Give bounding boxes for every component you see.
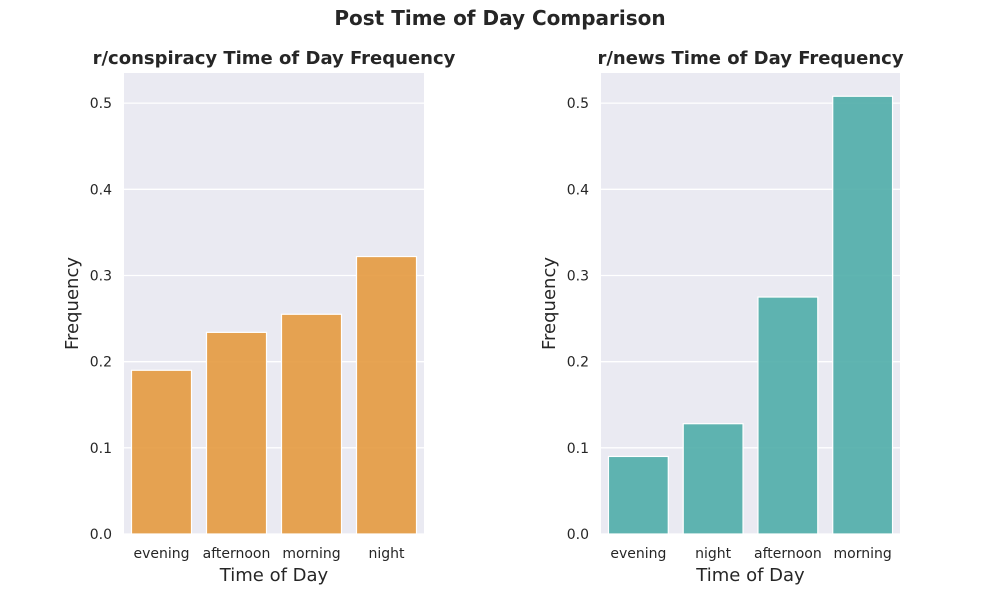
- conspiracy-x-axis-label: Time of Day: [219, 565, 329, 586]
- conspiracy-ytick-label: 0.3: [90, 268, 112, 284]
- conspiracy-xtick-label: afternoon: [203, 546, 271, 562]
- conspiracy-ytick-label: 0.4: [90, 182, 112, 198]
- conspiracy-xtick-label: evening: [133, 546, 189, 562]
- news-y-axis-label: Frequency: [539, 257, 560, 350]
- news-x-axis-label: Time of Day: [695, 565, 805, 586]
- conspiracy-bar-morning: [280, 313, 343, 535]
- news-xtick-label: night: [695, 546, 732, 562]
- news-bar-night: [682, 423, 744, 535]
- news-bar-morning: [832, 95, 894, 535]
- news-ytick-label: 0.5: [567, 96, 589, 112]
- news-ytick-label: 0.1: [567, 441, 589, 457]
- conspiracy-ytick-label: 0.2: [90, 355, 112, 371]
- conspiracy-ytick-label: 0.5: [90, 96, 112, 112]
- news-xtick-label: afternoon: [754, 546, 822, 562]
- conspiracy-y-axis-label: Frequency: [62, 257, 83, 350]
- conspiracy-bar-evening: [130, 369, 193, 535]
- conspiracy-ytick-label: 0.0: [90, 527, 112, 543]
- news-ytick-label: 0.4: [567, 182, 589, 198]
- news-bar-afternoon: [757, 296, 819, 535]
- news-bar-evening: [607, 455, 669, 535]
- news-xtick-label: morning: [834, 546, 892, 562]
- conspiracy-bar-afternoon: [205, 331, 268, 535]
- news-xtick-label: evening: [610, 546, 666, 562]
- figure-title: Post Time of Day Comparison: [334, 6, 666, 30]
- news-chart-title: r/news Time of Day Frequency: [597, 48, 903, 69]
- news-ytick-label: 0.3: [567, 268, 589, 284]
- conspiracy-bar-night: [355, 255, 418, 535]
- conspiracy-xtick-label: morning: [282, 546, 340, 562]
- conspiracy-xtick-label: night: [368, 546, 405, 562]
- news-ytick-label: 0.0: [567, 527, 589, 543]
- conspiracy-ytick-label: 0.1: [90, 441, 112, 457]
- news-ytick-label: 0.2: [567, 355, 589, 371]
- conspiracy-chart-title: r/conspiracy Time of Day Frequency: [93, 48, 456, 69]
